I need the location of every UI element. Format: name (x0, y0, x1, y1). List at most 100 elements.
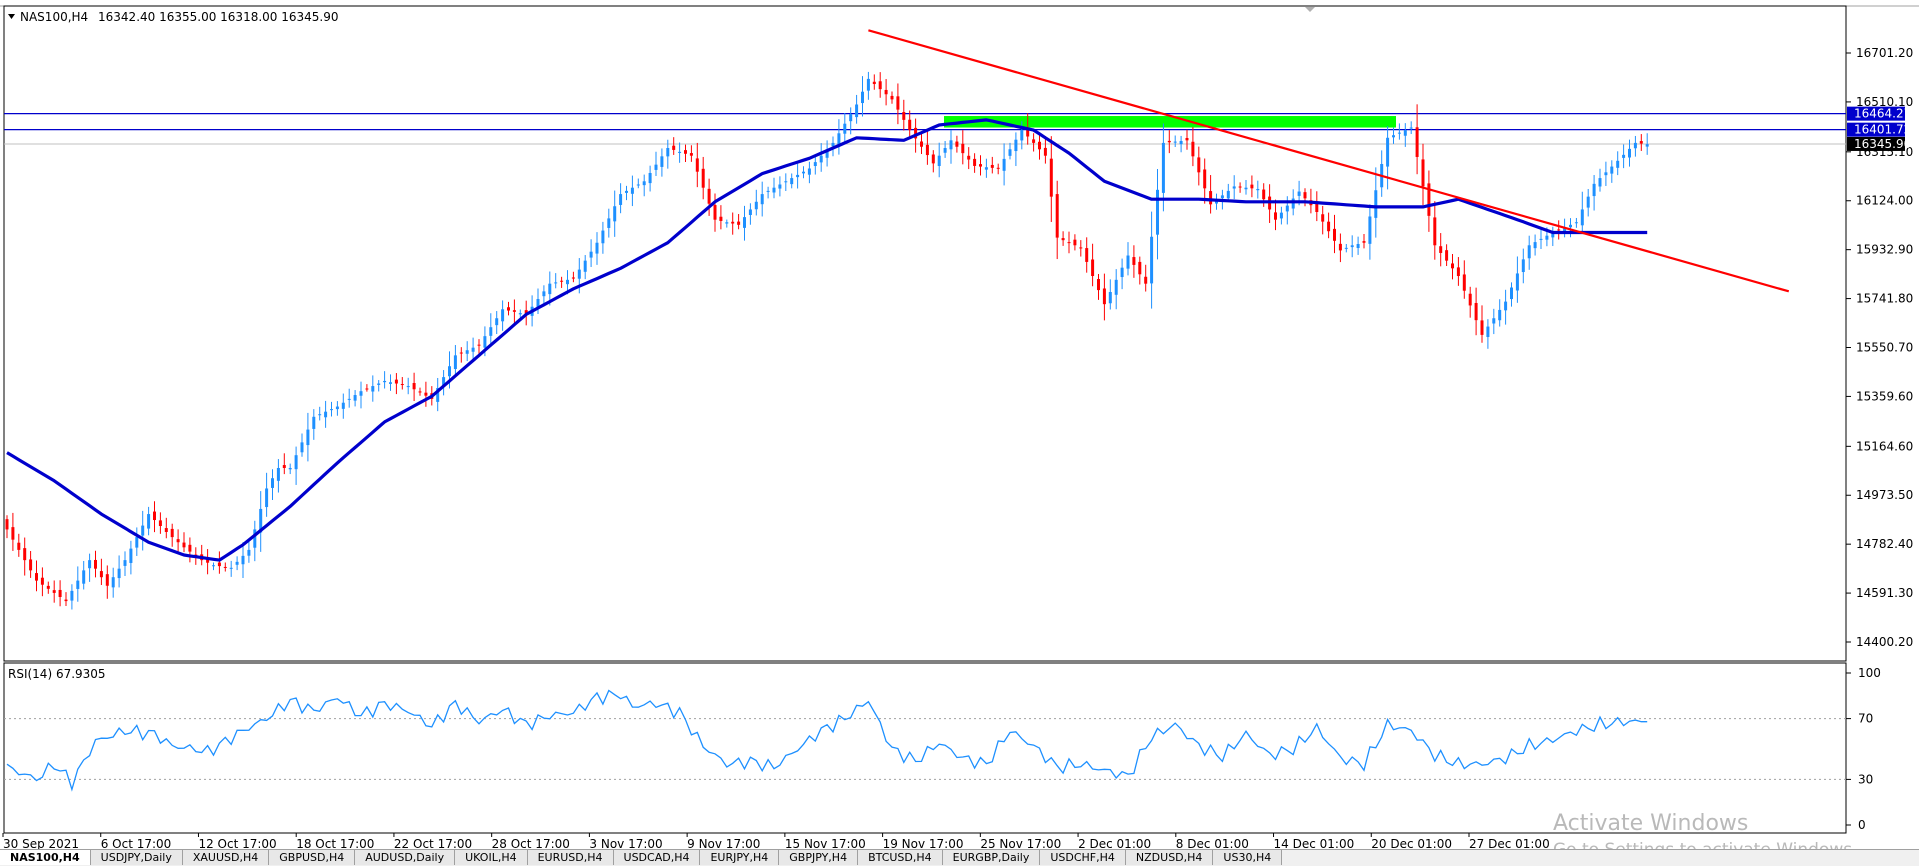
chart-menu-arrow-icon[interactable] (8, 14, 15, 19)
candle-body (99, 571, 103, 578)
candle (442, 370, 446, 396)
candle-body (979, 164, 982, 167)
candle-body (872, 81, 876, 85)
candle-body (512, 310, 516, 312)
candle-body (147, 514, 151, 529)
chart-tab[interactable]: NZDUSD,H4 (1125, 850, 1214, 865)
candle-body (1468, 293, 1472, 306)
candle-body (1439, 246, 1443, 253)
candle-body (583, 260, 587, 272)
price-tick-label: 15741.80 (1856, 292, 1913, 306)
time-tick-label: 15 Nov 17:00 (785, 837, 866, 849)
candle-body (1061, 238, 1065, 241)
trendline-line[interactable] (868, 29, 1790, 293)
chart-tab[interactable]: GBPJPY,H4 (779, 850, 859, 865)
candle-body (1256, 188, 1260, 191)
candle (94, 550, 97, 578)
chart-tab[interactable]: AUDUSD,Daily (355, 850, 456, 865)
candle (141, 510, 145, 551)
chart-tab[interactable]: EURGBP,Daily (942, 850, 1041, 865)
candle (1161, 123, 1165, 212)
candle-body (253, 529, 257, 548)
candle (636, 178, 640, 189)
candle-body (996, 167, 1000, 169)
chart-tab[interactable]: US30,H4 (1213, 850, 1283, 865)
candle-body (760, 194, 764, 205)
candle (29, 550, 33, 578)
candle-body (701, 168, 705, 188)
candle-body (1055, 194, 1059, 238)
candle (58, 580, 62, 607)
candle (1392, 127, 1395, 144)
candle-body (300, 442, 304, 453)
candle-body (1108, 292, 1112, 304)
candle (1173, 135, 1177, 148)
candle-body (1232, 186, 1236, 189)
trendline[interactable] (868, 29, 1790, 293)
candle-body (719, 216, 723, 221)
candle-body (1633, 142, 1637, 149)
rsi-axis: 100 70 30 0 (4, 666, 1881, 832)
candle-body (1374, 190, 1378, 218)
chart-tab[interactable]: XAUUSD,H4 (182, 850, 270, 865)
candle (223, 562, 227, 572)
candle-body (784, 181, 788, 183)
time-tick-label: 9 Nov 17:00 (687, 837, 760, 849)
candle (212, 562, 215, 571)
activate-windows-title: Activate Windows (1553, 811, 1748, 836)
candle (713, 193, 717, 232)
chart-tab[interactable]: BTCUSD,H4 (858, 850, 943, 865)
candle (111, 567, 115, 598)
candle-body (129, 548, 133, 563)
resistance-zone[interactable] (944, 116, 1396, 128)
candle (330, 401, 333, 417)
chart-tab[interactable]: EURUSD,H4 (527, 850, 614, 865)
candle-body (117, 568, 121, 579)
candle (878, 72, 882, 98)
candle-body (1445, 250, 1449, 261)
candle-body (1474, 302, 1478, 321)
price-tick-label: 14591.30 (1856, 586, 1913, 600)
candle-body (1622, 154, 1626, 158)
candle (1327, 212, 1331, 239)
candle (1551, 226, 1555, 247)
candle (1150, 211, 1154, 309)
candle (412, 372, 416, 402)
candle (35, 560, 38, 592)
moving-average-line (6, 118, 1648, 562)
candle (229, 560, 233, 577)
resistance-zone-rect[interactable] (944, 116, 1396, 128)
chart-tab[interactable]: GBPUSD,H4 (269, 850, 356, 865)
candle (424, 381, 428, 407)
candle-body (288, 467, 292, 470)
candle (943, 140, 947, 158)
candle-body (542, 291, 546, 297)
candle-body (1645, 144, 1649, 147)
chart-tab[interactable]: USDCAD,H4 (613, 850, 701, 865)
candle-body (377, 383, 381, 385)
candle (802, 166, 805, 179)
chart-tab[interactable]: NAS100,H4 (0, 850, 91, 865)
chart-tab[interactable]: EURJPY,H4 (700, 850, 780, 865)
chart-tab[interactable]: USDCHF,H4 (1040, 850, 1126, 865)
candle-body (1014, 139, 1018, 152)
shift-marker-icon[interactable] (1305, 7, 1315, 12)
chart-tab[interactable]: USDJPY,Daily (90, 850, 183, 865)
candle-body (1586, 196, 1590, 208)
candle-body (825, 149, 829, 158)
candle-body (689, 153, 693, 156)
candle (819, 143, 823, 172)
candle (341, 393, 345, 419)
candle-body (507, 307, 510, 311)
candle-body (58, 589, 62, 597)
candle (1610, 160, 1614, 183)
candle (554, 273, 558, 289)
candle (648, 165, 652, 192)
candle (359, 381, 363, 409)
chart-tab[interactable]: UKOIL,H4 (455, 850, 528, 865)
candle (666, 139, 670, 169)
candle-body (748, 209, 752, 215)
candle-body (1551, 232, 1555, 238)
candle-body (577, 269, 581, 279)
